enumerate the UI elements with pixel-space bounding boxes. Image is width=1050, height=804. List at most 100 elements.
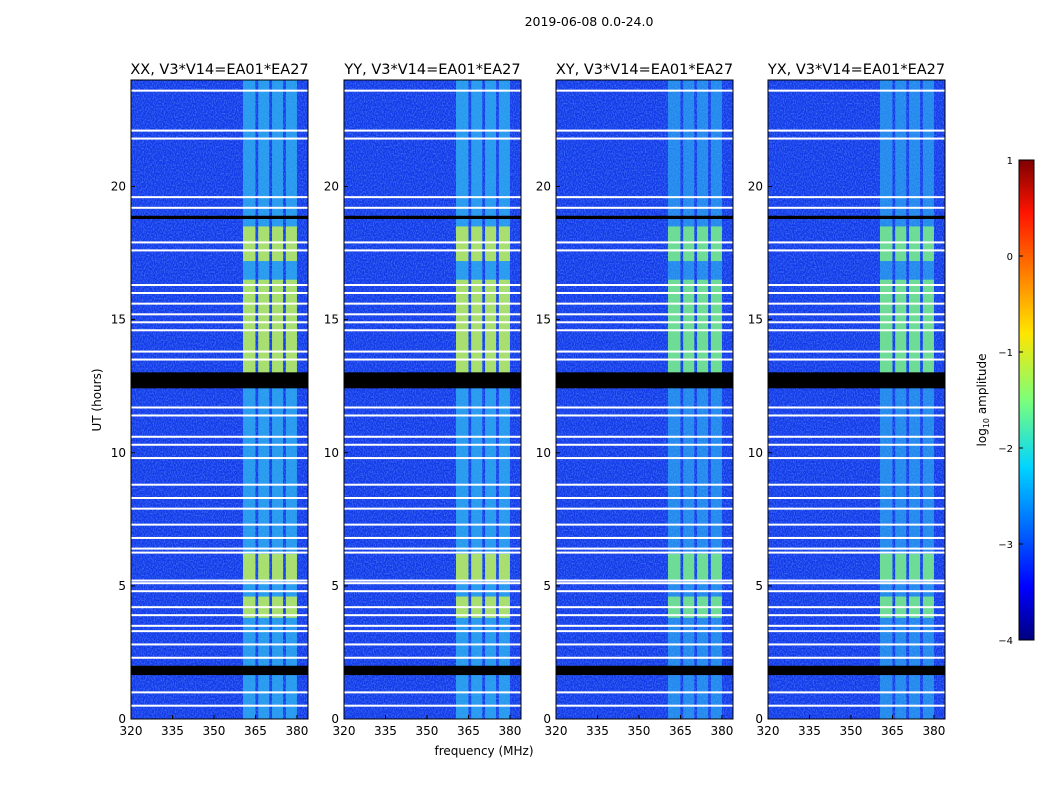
strong-rfi-cell [285, 553, 297, 581]
strong-rfi-cell [272, 553, 284, 581]
flagged-row-white [768, 313, 945, 316]
strong-rfi-cell [285, 279, 297, 373]
flagged-row-white [556, 497, 733, 500]
flagged-row-white [131, 435, 308, 438]
flagged-row-white [131, 302, 308, 305]
flagged-row-white [768, 350, 945, 353]
flagged-row-white [556, 614, 733, 617]
flagged-row-white [131, 614, 308, 617]
rfi-band [243, 80, 256, 719]
flagged-row-white [556, 196, 733, 199]
flagged-row-white [344, 630, 521, 633]
flagged-row-white [556, 704, 733, 707]
x-tick-label: 350 [628, 724, 651, 738]
y-tick-label: 10 [748, 446, 763, 460]
rfi-band [895, 80, 907, 719]
flagged-row-white [768, 582, 945, 585]
flagged-row-white [768, 414, 945, 417]
flagged-row-white [131, 643, 308, 646]
flagged-row-white [556, 443, 733, 446]
flagged-row-white [768, 284, 945, 287]
flagged-row-white [768, 483, 945, 486]
flagged-row-white [131, 691, 308, 694]
flagged-row-white [556, 643, 733, 646]
flagged-row-black [556, 665, 733, 676]
flagged-row-white [344, 321, 521, 324]
flagged-row-white [131, 329, 308, 332]
flagged-row-white [556, 414, 733, 417]
y-tick-label: 5 [755, 579, 763, 593]
flagged-row-white [344, 329, 521, 332]
flagged-row-black [344, 665, 521, 676]
flagged-row-white [768, 536, 945, 539]
strong-rfi-cell [909, 279, 921, 373]
flagged-row-white [344, 551, 521, 554]
flagged-row-white [768, 691, 945, 694]
flagged-row-white [768, 656, 945, 659]
rfi-band [258, 80, 270, 719]
x-tick-label: 335 [586, 724, 609, 738]
flagged-row-white [344, 536, 521, 539]
flagged-row-white [768, 614, 945, 617]
colorbar-tick-label: −1 [998, 348, 1013, 359]
flagged-row-white [131, 196, 308, 199]
y-tick-label: 5 [331, 579, 339, 593]
panel-title: YX, V3*V14=EA01*EA27 [767, 62, 945, 78]
strong-rfi-cell [697, 279, 709, 373]
flagged-row-white [768, 704, 945, 707]
flagged-row-white [768, 457, 945, 460]
flagged-row-white [344, 582, 521, 585]
panel-title: YY, V3*V14=EA01*EA27 [343, 62, 520, 78]
rfi-band [456, 80, 469, 719]
flagged-row-white [344, 249, 521, 252]
flagged-row-white [131, 656, 308, 659]
flagged-row-white [131, 606, 308, 609]
x-tick-label: 335 [161, 724, 184, 738]
y-tick-label: 15 [324, 313, 339, 327]
strong-rfi-cell [498, 279, 510, 373]
flagged-row-white [556, 507, 733, 510]
flagged-row-white [131, 292, 308, 294]
flagged-row-white [131, 582, 308, 585]
strong-rfi-cell [895, 226, 907, 262]
strong-rfi-cell [285, 226, 297, 262]
rfi-band [697, 80, 709, 719]
flagged-row-white [344, 129, 521, 132]
flagged-row-white [556, 656, 733, 659]
flagged-row-black [344, 372, 521, 389]
flagged-row-white [556, 249, 733, 252]
flagged-row-white [344, 497, 521, 500]
flagged-row-white [556, 137, 733, 140]
strong-rfi-cell [258, 553, 270, 581]
flagged-row-white [556, 457, 733, 460]
rfi-band [922, 80, 934, 719]
x-tick-label: 320 [120, 724, 143, 738]
flagged-row-white [556, 590, 733, 593]
flagged-row-white [768, 292, 945, 294]
panel-0: XX, V3*V14=EA01*EA27 320 335 350 365 380 0 5 10 1… [111, 62, 309, 738]
strong-rfi-cell [710, 279, 722, 373]
flagged-row-black [556, 372, 733, 389]
strong-rfi-cell [697, 553, 709, 581]
strong-rfi-cell [456, 553, 469, 581]
strong-rfi-cell [243, 553, 256, 581]
colorbar-tick-label: 1 [1007, 156, 1013, 167]
flagged-row-white [768, 606, 945, 609]
flagged-row-white [556, 321, 733, 324]
flagged-row-black [556, 215, 733, 219]
flagged-row-white [344, 606, 521, 609]
strong-rfi-cell [909, 226, 921, 262]
strong-rfi-cell [485, 226, 497, 262]
flagged-row-white [556, 406, 733, 409]
flagged-row-white [768, 579, 945, 582]
x-tick-label: 320 [333, 724, 356, 738]
flagged-row-white [131, 704, 308, 707]
flagged-row-white [768, 590, 945, 593]
flagged-row-white [131, 624, 308, 627]
flagged-row-white [768, 241, 945, 244]
flagged-row-white [768, 624, 945, 627]
flagged-row-white [344, 89, 521, 92]
y-tick-label: 10 [536, 446, 551, 460]
flagged-row-white [556, 630, 733, 633]
